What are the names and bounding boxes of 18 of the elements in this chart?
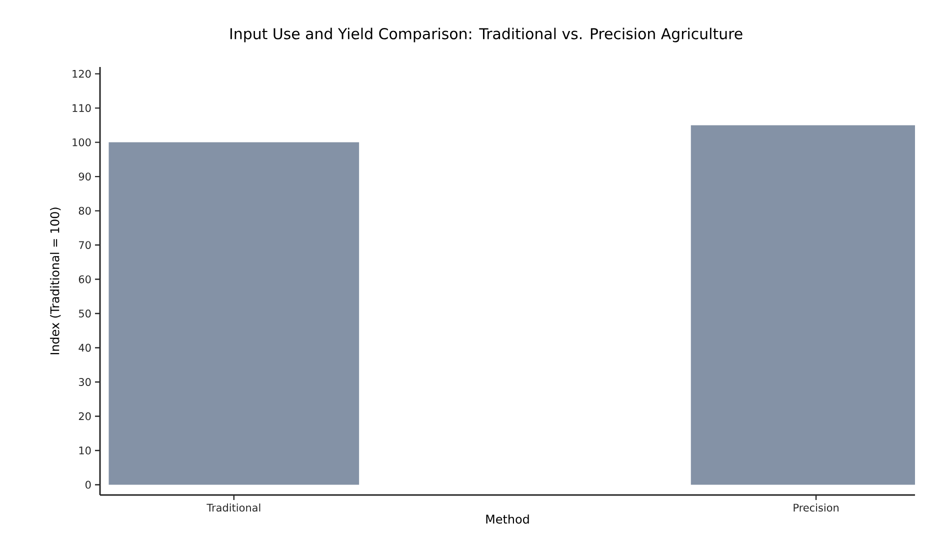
y-tick-label: 100 <box>72 138 91 146</box>
x-tick-label: Precision <box>794 504 838 512</box>
y-tick-label: 0 <box>86 480 91 489</box>
y-tick-label: 10 <box>79 446 91 454</box>
y-tick-label: 50 <box>78 310 91 318</box>
y-tick-label: 110 <box>72 104 91 112</box>
y-tick-label: 120 <box>72 70 91 78</box>
y-tick-label: 40 <box>78 344 91 352</box>
y-tick-label: 90 <box>78 172 91 180</box>
y-tick-label: 20 <box>78 412 91 420</box>
y-tick-label: 70 <box>79 241 91 249</box>
y-axis-title: Index (Traditional = 100) <box>50 208 61 354</box>
chart-title: Input Use and Yield Comparison: Traditional vs. Precision Agriculture <box>230 28 742 42</box>
x-axis-title: Method <box>486 514 529 524</box>
y-tick-label: 80 <box>78 206 91 215</box>
y-tick-label: 30 <box>78 378 91 386</box>
y-tick-label: 60 <box>78 275 91 284</box>
x-tick-label: Traditional <box>206 504 260 512</box>
